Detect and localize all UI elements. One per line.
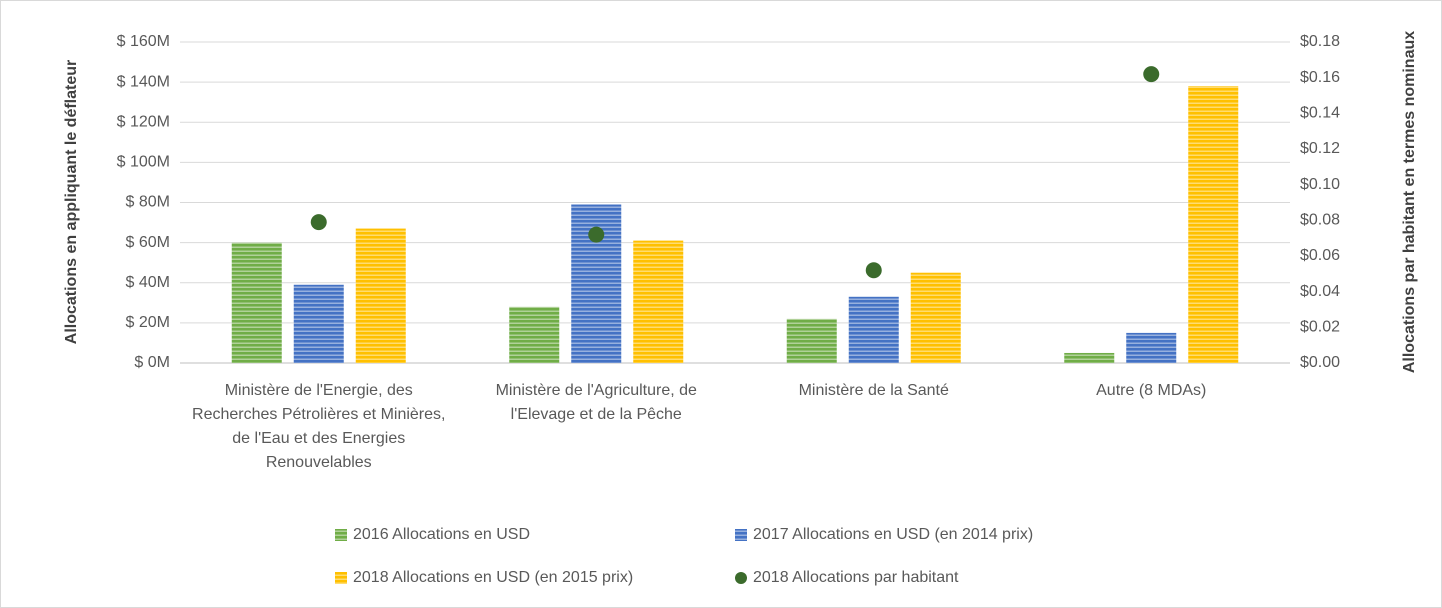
y-tick-label: $ 40M — [126, 274, 170, 291]
x-tick-label: Ministère de la Santé — [798, 382, 949, 399]
y2-tick-label: $0.18 — [1300, 33, 1340, 50]
y-tick-label: $ 20M — [126, 314, 170, 331]
y2-axis-title: Allocations par habitant en termes nomin… — [1401, 31, 1418, 373]
y-tick-label: $ 160M — [117, 33, 170, 50]
y2-tick-label: $0.16 — [1300, 69, 1340, 86]
legend-label: 2018 Allocations en USD (en 2015 prix) — [353, 569, 633, 586]
y2-tick-label: $0.00 — [1300, 354, 1340, 371]
y2-tick-label: $0.10 — [1300, 176, 1340, 193]
x-tick-label: Autre (8 MDAs) — [1096, 382, 1207, 399]
legend-swatch — [735, 572, 747, 584]
bar — [1126, 332, 1177, 363]
bar — [355, 228, 406, 363]
bar — [910, 272, 961, 363]
bar — [786, 318, 837, 363]
legend-label: 2017 Allocations en USD (en 2014 prix) — [753, 526, 1033, 543]
bar — [293, 284, 344, 363]
y-tick-label: $ 140M — [117, 73, 170, 90]
legend-swatch — [335, 529, 347, 541]
y2-tick-label: $0.06 — [1300, 247, 1340, 264]
legend-label: 2018 Allocations par habitant — [753, 569, 959, 586]
bar — [231, 242, 282, 363]
y-tick-label: $ 80M — [126, 194, 170, 211]
y-tick-label: $ 60M — [126, 234, 170, 251]
legend-swatch — [735, 529, 747, 541]
dot — [588, 226, 605, 243]
dot — [310, 214, 327, 231]
x-tick-label: Ministère de l'Energie, des Recherches P… — [192, 382, 446, 471]
bar — [509, 306, 560, 363]
y2-tick-label: $0.08 — [1300, 212, 1340, 229]
y2-tick-label: $0.02 — [1300, 319, 1340, 336]
x-tick-label: Ministère de l'Agriculture, de l'Elevage… — [495, 382, 697, 423]
bar — [633, 240, 684, 363]
y2-tick-label: $0.04 — [1300, 283, 1340, 300]
y-tick-label: $ 0M — [134, 354, 170, 371]
dot — [865, 262, 882, 279]
bar — [848, 296, 899, 363]
dot — [1143, 66, 1160, 83]
bar — [1064, 352, 1115, 363]
legend-label: 2016 Allocations en USD — [353, 526, 530, 543]
y-tick-label: $ 100M — [117, 154, 170, 171]
y-tick-label: $ 120M — [117, 113, 170, 130]
bar — [1188, 86, 1239, 363]
legend-swatch — [335, 572, 347, 584]
y2-tick-label: $0.12 — [1300, 140, 1340, 157]
y-axis-title: Allocations en appliquant le déflateur — [63, 60, 80, 344]
y2-tick-label: $0.14 — [1300, 105, 1340, 122]
